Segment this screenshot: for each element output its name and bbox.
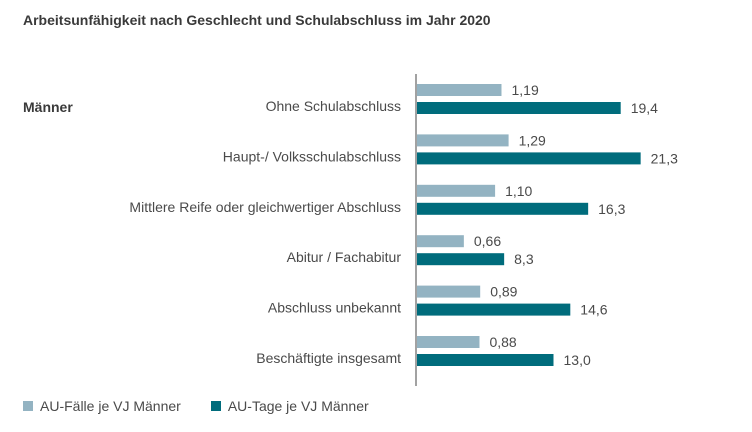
category-label: Ohne Schulabschluss [266,98,401,114]
bar-faelle [417,235,464,248]
bar-tage [417,152,641,165]
bar-faelle [417,134,509,147]
legend-label-faelle: AU-Fälle je VJ Männer [40,398,181,414]
data-label-faelle: 1,29 [519,132,546,148]
category-label: Abschluss unbekannt [268,300,401,316]
bar-faelle [417,285,481,298]
data-label-tage: 21,3 [651,150,678,166]
legend-swatch-tage [210,401,221,411]
legend: AU-Fälle je VJ Männer AU-Tage je VJ Männ… [23,398,399,414]
data-label-faelle: 0,88 [489,334,516,350]
legend-item-tage: AU-Tage je VJ Männer [210,398,369,414]
bar-tage [417,202,589,215]
chart-title: Arbeitsunfähigkeit nach Geschlecht und S… [23,12,491,28]
category-label: Haupt-/ Volksschulabschluss [223,148,401,164]
bar-faelle [417,184,496,197]
legend-swatch-faelle [23,401,33,411]
data-label-faelle: 1,19 [511,82,538,98]
legend-label-tage: AU-Tage je VJ Männer [227,398,369,414]
bar-tage [417,102,621,114]
bar-tage [417,354,554,366]
bar-faelle [417,336,480,348]
data-label-tage: 13,0 [564,352,591,368]
bar-tage [417,253,505,266]
data-label-faelle: 0,89 [490,284,517,300]
category-label: Abitur / Fachabitur [287,249,402,265]
data-label-tage: 8,3 [514,251,534,267]
bar-faelle [417,84,502,96]
category-label: Mittlere Reife oder gleichwertiger Absch… [129,199,401,215]
group-label: Männer [23,99,73,115]
category-label: Beschäftigte insgesamt [256,350,401,366]
data-label-faelle: 1,10 [505,183,532,199]
data-label-faelle: 0,66 [474,233,501,249]
legend-item-faelle: AU-Fälle je VJ Männer [23,398,181,414]
data-label-tage: 14,6 [580,302,607,318]
bar-tage [417,303,571,316]
data-label-tage: 16,3 [598,201,625,217]
data-label-tage: 19,4 [631,100,658,116]
